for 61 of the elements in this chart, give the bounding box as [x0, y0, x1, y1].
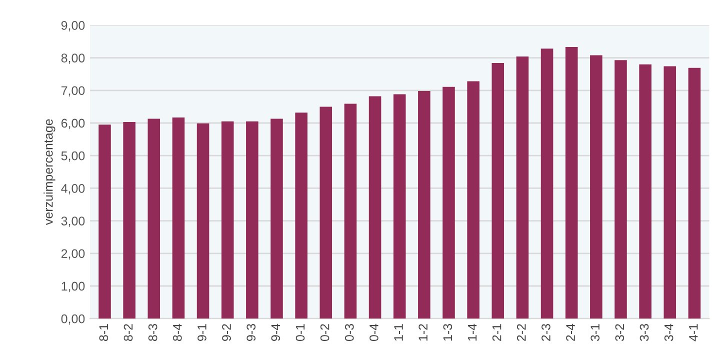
x-tick-label: 1-1 [394, 324, 403, 341]
bar [664, 66, 676, 319]
x-tick-label: 8-1 [99, 324, 108, 341]
bar [639, 64, 652, 319]
bar [418, 91, 430, 319]
y-tick-label: 3,00 [61, 216, 85, 227]
bar [540, 48, 554, 319]
bar [98, 124, 111, 319]
x-tick-label: 3-3 [640, 324, 649, 342]
x-tick-label: 0-1 [296, 324, 305, 342]
x-tick-label: 3-4 [664, 324, 674, 342]
bar [196, 123, 210, 319]
x-tick-label: 9-4 [271, 324, 280, 341]
x-tick-label: 2-2 [516, 324, 526, 341]
x-tick-label: 9-1 [198, 324, 206, 341]
bar [172, 117, 185, 319]
x-tick-label: 2-3 [542, 324, 550, 341]
x-tick-label: 0-3 [344, 324, 354, 342]
y-tick-label: 1,00 [62, 282, 85, 292]
bar [246, 121, 258, 319]
bar [344, 104, 357, 319]
bar [614, 60, 627, 319]
bar [516, 56, 529, 319]
bar [590, 55, 602, 319]
y-axis-title: verzuimpercentage [44, 119, 56, 226]
y-tick-label: 8,00 [61, 54, 85, 64]
x-tick-label: 2-1 [492, 324, 502, 341]
x-tick-label: 0-2 [320, 324, 330, 342]
bar [492, 63, 504, 319]
x-tick-label: 8-2 [124, 324, 133, 341]
bar [320, 106, 332, 319]
x-tick-label: 3-2 [615, 324, 624, 342]
bar [123, 122, 136, 319]
bar [565, 47, 578, 319]
x-tick-label: 9-3 [246, 324, 256, 341]
y-tick-label: 9,00 [61, 21, 85, 32]
bar [295, 112, 308, 319]
x-tick-label: 3-1 [590, 324, 600, 342]
bar [368, 96, 382, 319]
bar [221, 121, 234, 319]
bar [442, 86, 455, 319]
y-tick-label: 0,00 [61, 314, 85, 325]
bar [393, 94, 406, 319]
bar [467, 81, 480, 319]
y-tick-label: 6,00 [61, 118, 85, 130]
bar [688, 68, 701, 319]
x-tick-label: 2-4 [566, 324, 575, 341]
x-tick-label: 8-3 [148, 324, 158, 341]
x-tick-label: 8-4 [172, 324, 182, 341]
x-tick-label: 1-4 [468, 324, 477, 341]
y-tick-label: 7,00 [61, 86, 85, 97]
x-tick-label: 0-4 [370, 324, 378, 342]
y-tick-label: 2,00 [61, 249, 85, 260]
bar [148, 118, 160, 319]
x-tick-label: 1-2 [418, 324, 428, 341]
y-tick-label: 4,00 [61, 184, 85, 194]
bar [270, 118, 283, 319]
y-tick-label: 5,00 [61, 151, 85, 162]
x-tick-label: 4-1 [689, 324, 698, 342]
x-tick-label: 1-3 [443, 324, 452, 341]
x-tick-label: 9-2 [222, 324, 231, 341]
